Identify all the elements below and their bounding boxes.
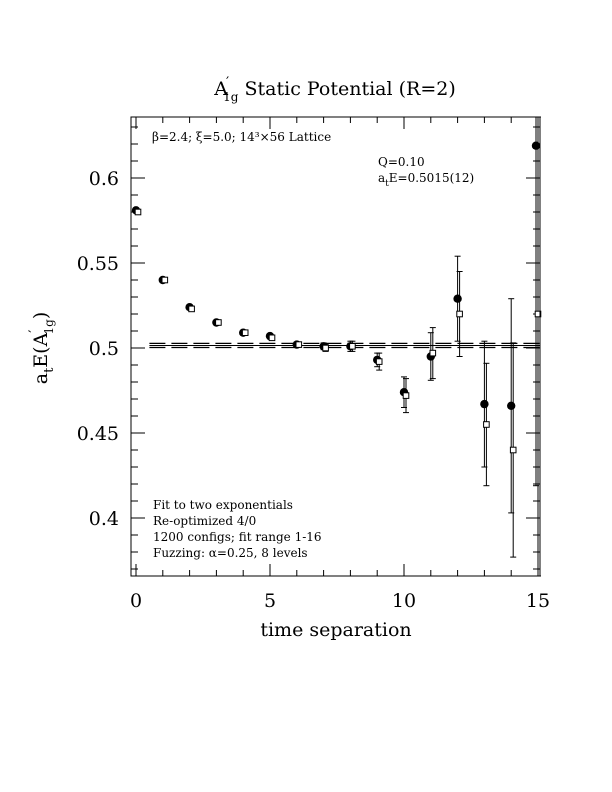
data-point-square <box>429 349 437 357</box>
data-point-square <box>134 208 142 216</box>
fit-energy-annotation: atE=0.5015(12) <box>378 171 474 189</box>
x-axis-label: time separation <box>260 619 411 641</box>
data-point-square <box>349 343 356 350</box>
data-point-square <box>188 305 195 313</box>
y-tick-label: 0.5 <box>89 338 119 360</box>
data-point-square <box>161 276 169 284</box>
data-point-circle <box>507 401 516 410</box>
x-tick-label: 15 <box>526 590 550 612</box>
data-point-circle <box>531 141 541 150</box>
data-point-circle <box>480 399 489 409</box>
data-point-square <box>268 334 276 342</box>
x-tick-label: 0 <box>130 590 142 612</box>
data-point-square <box>456 310 463 318</box>
fit-info-line: 1200 configs; fit range 1-16 <box>153 530 322 544</box>
data-point-square <box>483 421 490 428</box>
x-tick-label: 5 <box>264 590 276 612</box>
data-point-square <box>322 344 329 352</box>
data-point-square <box>402 392 410 399</box>
y-tick-label: 0.6 <box>89 168 119 190</box>
fit-info-line: Fuzzing: α=0.25, 8 levels <box>153 546 308 560</box>
y-tick-label: 0.55 <box>77 253 119 275</box>
data-point-square <box>215 319 222 326</box>
plot-frame <box>130 116 541 577</box>
data-point-square <box>534 310 542 318</box>
x-tick-label: 10 <box>392 590 416 612</box>
y-tick-label: 0.4 <box>89 508 119 530</box>
y-tick-label: 0.45 <box>77 423 119 445</box>
data-point-square <box>241 329 249 336</box>
chart-title: A′ 1g Static Potential (R=2) <box>213 75 456 104</box>
data-point-square <box>375 358 383 365</box>
data-points <box>131 116 542 577</box>
lattice-annotation: β=2.4; ξ=5.0; 14³×56 Lattice <box>152 130 331 144</box>
fit-info-annotation: Fit to two exponentials Re-optimized 4/0 1… <box>153 498 322 560</box>
fit-band <box>149 342 540 349</box>
y-axis-label: atE(A′1g) <box>27 312 57 385</box>
fit-info-line: Re-optimized 4/0 <box>153 514 256 528</box>
fit-info-line: Fit to two exponentials <box>153 498 293 512</box>
data-point-square <box>295 341 303 348</box>
q-annotation: Q=0.10 <box>378 155 425 169</box>
data-point-square <box>509 446 517 454</box>
data-point-circle <box>453 294 462 303</box>
